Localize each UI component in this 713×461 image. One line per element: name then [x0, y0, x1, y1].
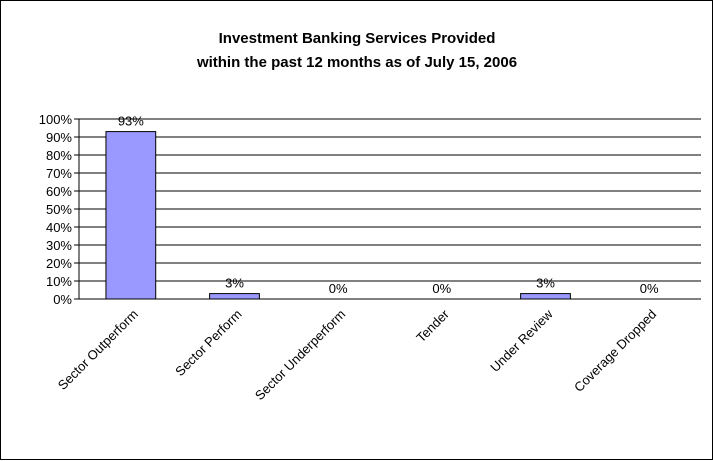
category-label: Tender	[413, 306, 452, 345]
bar	[105, 131, 157, 300]
data-label: 0%	[329, 281, 348, 296]
data-label: 0%	[640, 281, 659, 296]
y-tick-label: 80%	[46, 148, 72, 163]
gridlines	[79, 118, 701, 282]
y-tick-label: 20%	[46, 256, 72, 271]
data-labels: 93% 3% 0% 0% 3% 0%	[118, 114, 659, 296]
y-tick-label: 70%	[46, 166, 72, 181]
category-label: Sector Outperform	[55, 307, 141, 393]
y-tick-label: 10%	[46, 274, 72, 289]
chart-title-line-2: within the past 12 months as of July 15,…	[196, 54, 517, 71]
y-tick-label: 100%	[39, 112, 73, 127]
data-label: 3%	[225, 276, 244, 291]
y-tick-labels: 0% 10% 20% 30% 40% 50% 60% 70% 80% 90% 100%	[39, 112, 73, 307]
bar	[209, 293, 260, 300]
y-tick-label: 40%	[46, 220, 72, 235]
category-labels: Sector Outperform Sector Perform Sector Un…	[55, 306, 660, 403]
category-label: Sector Underperform	[252, 307, 348, 403]
bar	[520, 293, 571, 300]
y-tick-label: 30%	[46, 238, 72, 253]
category-label: Sector Perform	[172, 307, 244, 379]
data-label: 0%	[432, 281, 451, 296]
axes	[74, 118, 701, 300]
data-label: 3%	[536, 276, 555, 291]
category-label: Under Review	[487, 306, 556, 375]
y-tick-label: 50%	[46, 202, 72, 217]
data-label: 93%	[118, 114, 144, 129]
y-tick-label: 90%	[46, 130, 72, 145]
category-label: Coverage Dropped	[571, 307, 659, 395]
bars	[105, 131, 571, 300]
y-tick-label: 0%	[53, 292, 72, 307]
chart-title-line-1: Investment Banking Services Provided	[219, 30, 496, 47]
y-tick-label: 60%	[46, 184, 72, 199]
